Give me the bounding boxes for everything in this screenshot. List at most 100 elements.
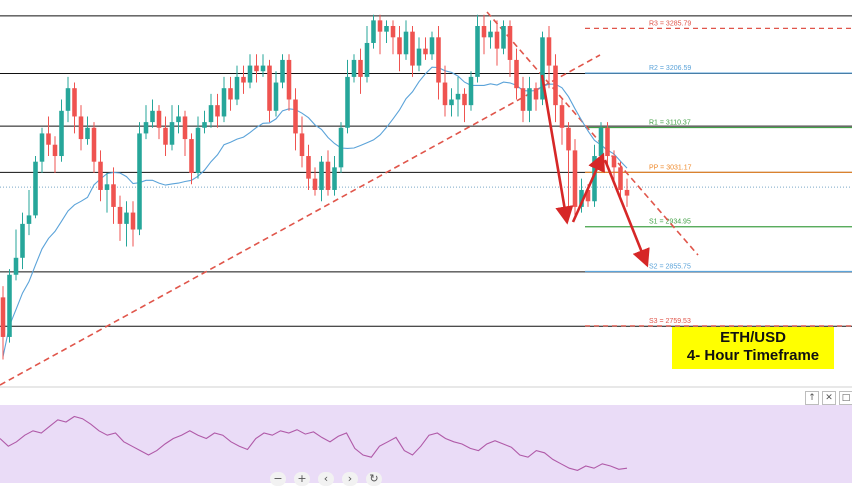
candle: [319, 156, 324, 202]
candle: [579, 178, 584, 213]
reset-button[interactable]: ↻: [366, 472, 382, 486]
candle: [364, 26, 370, 83]
candle: [182, 110, 188, 157]
candle: [546, 26, 552, 89]
candle: [306, 144, 311, 190]
candle: [163, 116, 168, 157]
projection-arrow: [603, 159, 650, 268]
candle: [13, 229, 19, 281]
candle: [26, 189, 32, 236]
candle: [377, 14, 383, 55]
candle: [280, 54, 285, 89]
candle: [208, 93, 214, 128]
candle: [72, 82, 77, 134]
pivot-label-r3: R3 = 3285.79: [649, 20, 691, 27]
close-icon[interactable]: ✕: [822, 391, 836, 405]
candle: [254, 54, 259, 83]
candle: [267, 59, 272, 123]
candle: [150, 99, 155, 128]
candle: [215, 93, 220, 128]
candle: [618, 161, 623, 202]
candle: [345, 59, 350, 134]
pivot-label-s2: S2 = 2855.75: [649, 264, 691, 271]
scroll-right-button[interactable]: ›: [342, 472, 358, 486]
candle: [195, 116, 201, 179]
candle: [507, 20, 513, 77]
candle: [0, 286, 6, 360]
candle: [481, 14, 487, 55]
scroll-left-button[interactable]: ‹: [318, 472, 334, 486]
candle: [494, 20, 500, 66]
candle: [351, 54, 357, 83]
maximize-icon[interactable]: □: [839, 391, 852, 405]
candle: [234, 65, 240, 106]
candle: [228, 76, 233, 111]
projection-arrow: [540, 74, 574, 225]
rsi-line: [0, 415, 628, 471]
candle: [611, 150, 617, 185]
candle: [540, 31, 545, 106]
trendlines: [0, 11, 699, 386]
candle: [312, 167, 318, 196]
chart-nav-bar: − + ‹ › ↻: [270, 472, 382, 486]
candle: [403, 20, 409, 60]
candle: [85, 116, 90, 145]
candle: [293, 88, 298, 151]
candle: [117, 195, 123, 241]
pair-caption: ETH/USD 4- Hour Timeframe: [672, 327, 834, 369]
candle: [98, 150, 103, 202]
candle: [104, 172, 110, 213]
candle: [286, 54, 292, 111]
candle: [358, 48, 363, 94]
candle: [462, 88, 467, 123]
candle: [33, 156, 38, 219]
candle: [273, 71, 279, 117]
candle: [520, 76, 526, 123]
candle: [169, 105, 175, 151]
candle: [137, 122, 142, 236]
candle: [436, 26, 441, 100]
support-trendline: [0, 54, 601, 386]
pivot-label-r1: R1 = 3110.37: [649, 120, 691, 127]
pivot-levels: R3 = 3285.79 R2 = 3206.59 R1 = 3110.37 PP =…: [585, 20, 852, 327]
candle: [572, 139, 578, 219]
candle: [299, 116, 305, 168]
zoom-in-button[interactable]: +: [294, 472, 310, 486]
candle: [52, 136, 58, 173]
candle: [260, 54, 266, 77]
candle: [384, 20, 389, 43]
candle: [46, 116, 51, 157]
timeframe-label: 4- Hour Timeframe: [686, 347, 820, 364]
candle: [247, 54, 253, 89]
candle: [455, 76, 461, 117]
candle: [423, 37, 428, 60]
candle: [410, 26, 415, 77]
candle: [371, 14, 376, 49]
candle: [143, 105, 149, 140]
arrow-up-icon[interactable]: ↑: [805, 391, 819, 405]
candle: [221, 76, 227, 123]
candle: [397, 26, 402, 72]
pane-controls: ↑ ✕ □: [805, 391, 852, 405]
candle: [390, 20, 396, 55]
candle: [202, 110, 207, 134]
candle: [176, 105, 181, 134]
projection-arrow: [571, 152, 605, 223]
candle: [624, 178, 630, 207]
candle: [111, 167, 116, 224]
zoom-out-button[interactable]: −: [270, 472, 286, 486]
candle: [468, 71, 474, 111]
candle: [566, 122, 571, 213]
candle: [533, 82, 539, 111]
candle: [501, 20, 506, 55]
candle: [475, 14, 480, 83]
candle: [39, 127, 45, 173]
candle: [449, 88, 454, 117]
pivot-label-s1: S1 = 2934.95: [649, 219, 691, 226]
candle: [241, 65, 246, 94]
candle: [78, 105, 84, 151]
candle: [124, 201, 129, 247]
candle: [325, 150, 331, 196]
candle: [189, 133, 194, 185]
candle: [488, 20, 493, 49]
